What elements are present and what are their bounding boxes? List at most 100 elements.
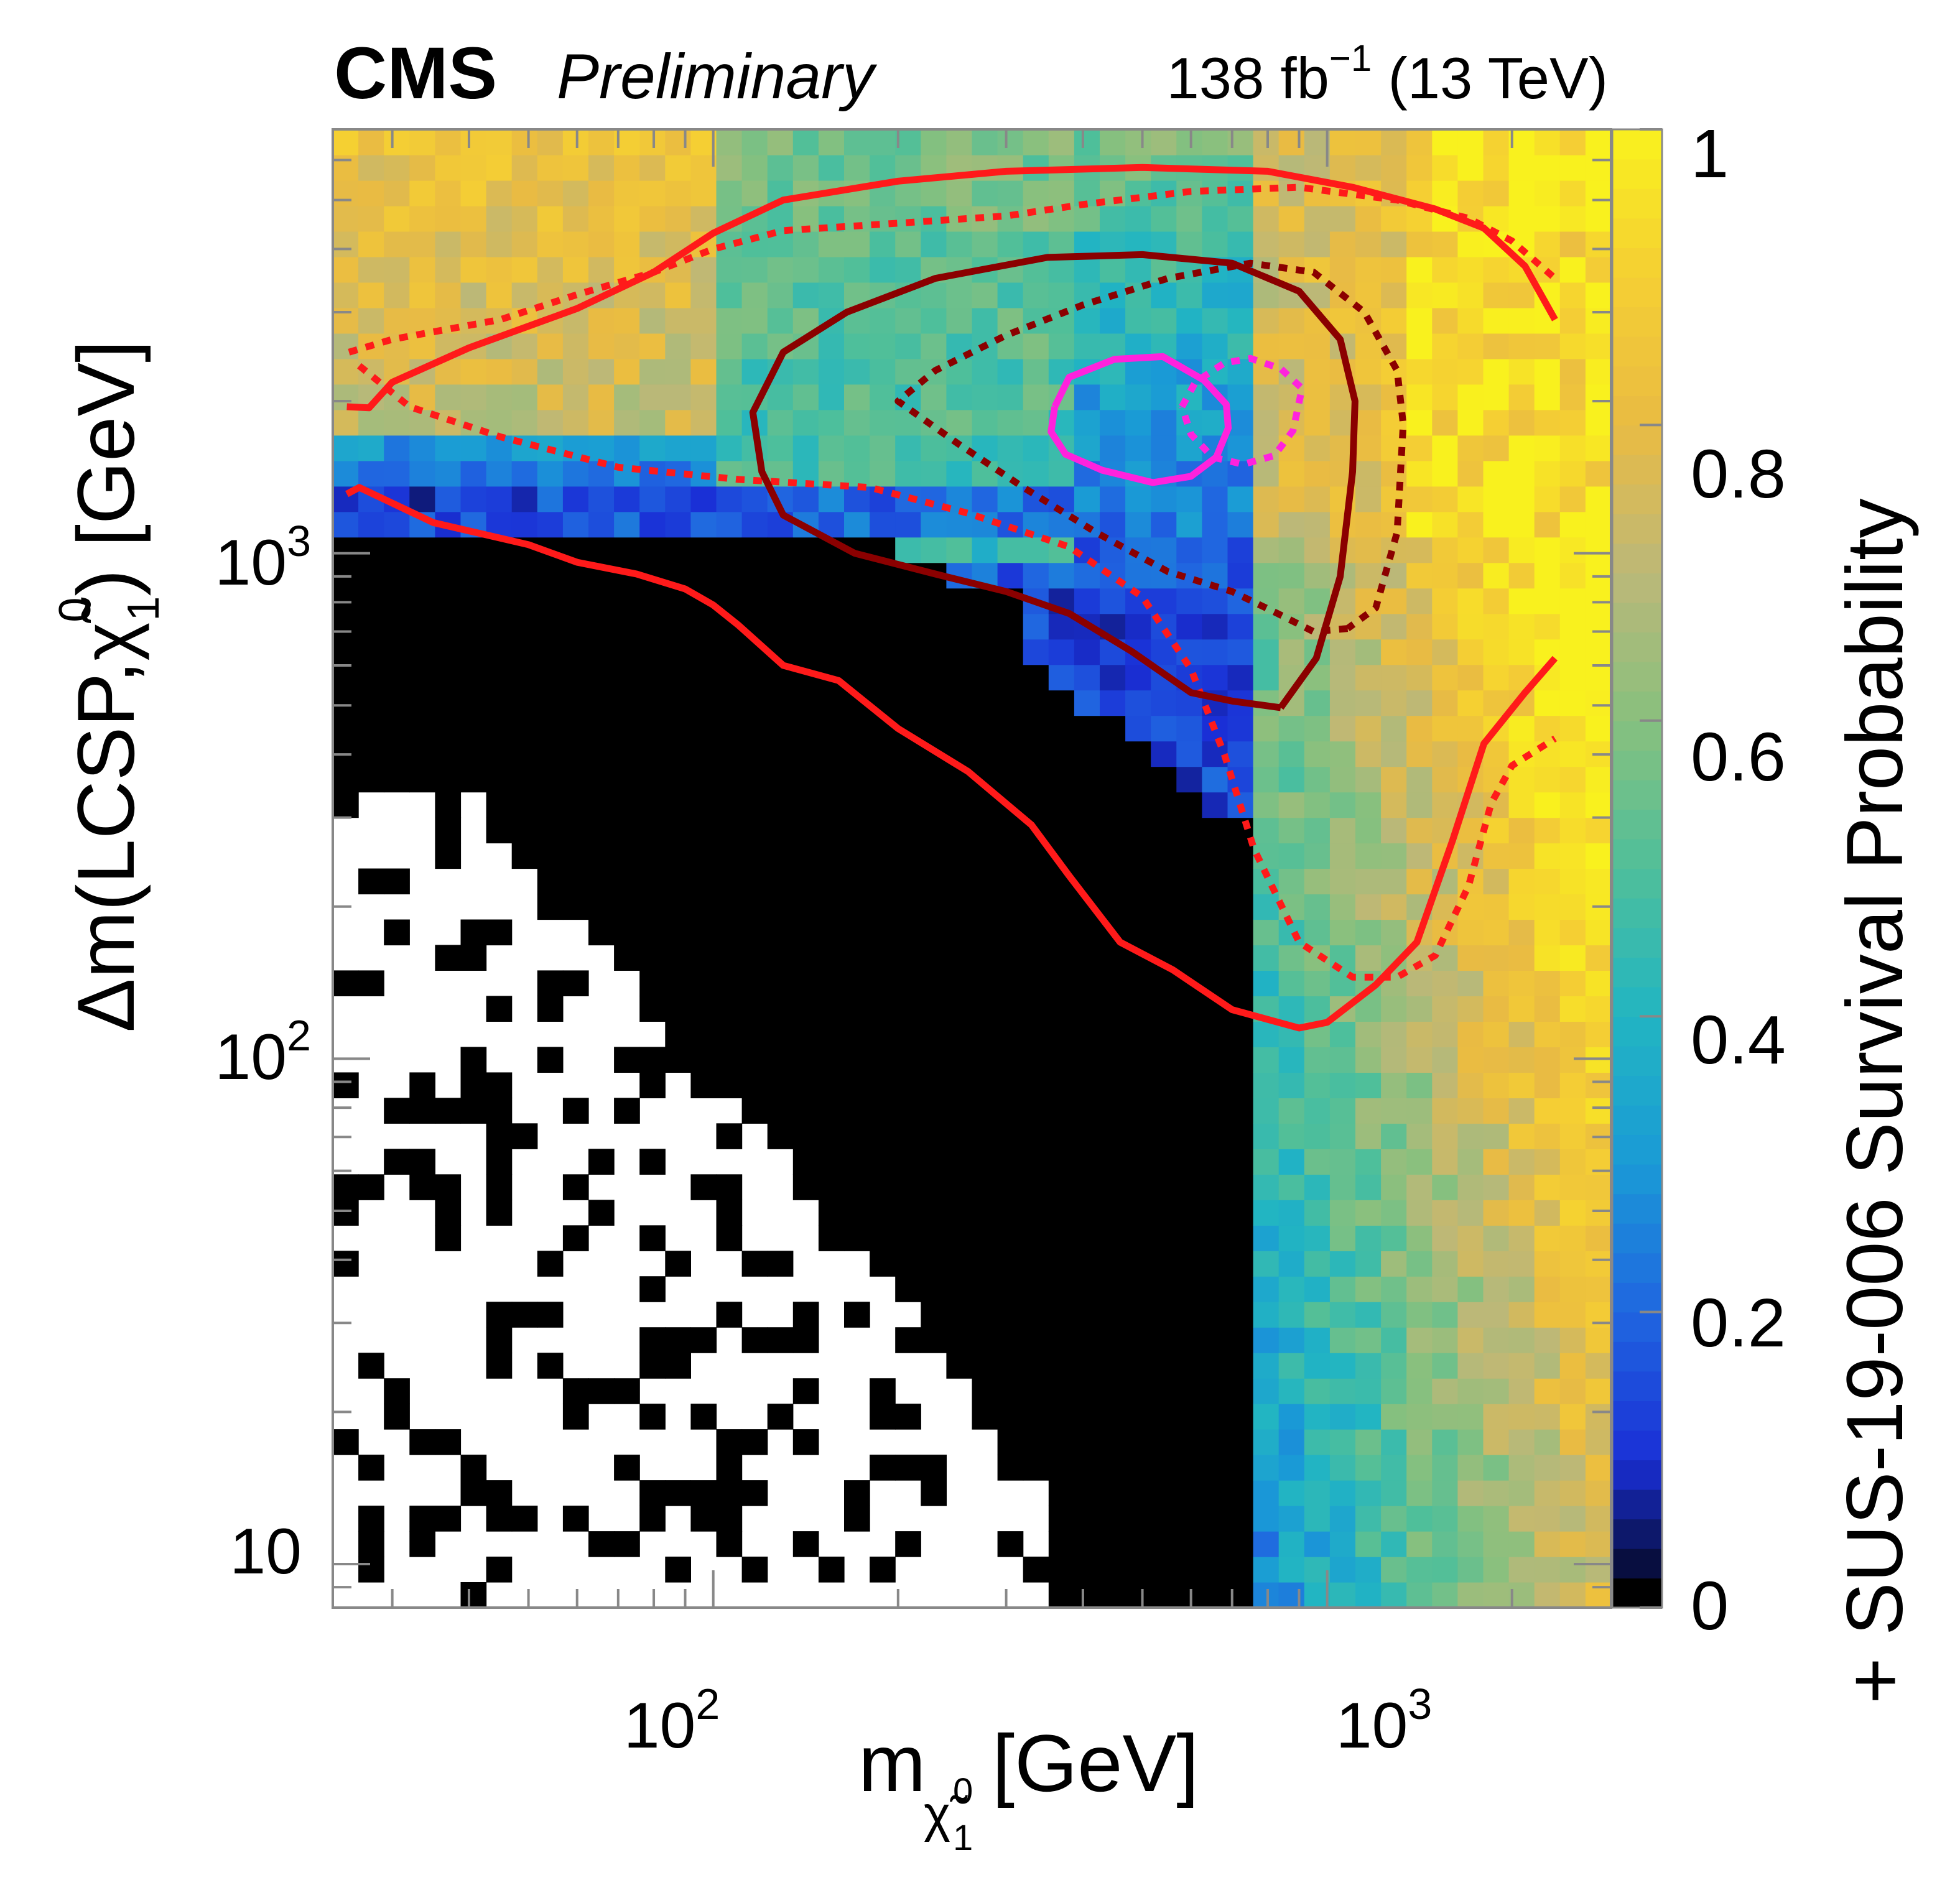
heatmap-cell — [1355, 1123, 1382, 1149]
heatmap-cell — [562, 613, 589, 640]
heatmap-cell — [1100, 537, 1126, 563]
heatmap-cell — [870, 792, 896, 818]
heatmap-cell — [639, 792, 666, 818]
heatmap-cell — [1534, 1072, 1561, 1098]
heatmap-cell — [333, 231, 359, 257]
heatmap-cell — [1534, 1531, 1561, 1557]
heatmap-cell — [946, 1021, 973, 1047]
heatmap-cell — [1457, 1582, 1484, 1608]
heatmap-cell — [333, 460, 359, 487]
heatmap-cell — [921, 1047, 947, 1073]
heatmap-cell — [895, 970, 921, 996]
heatmap-cell — [588, 588, 615, 614]
heatmap-cell — [1202, 868, 1228, 895]
heatmap-cell — [1483, 358, 1510, 385]
heatmap-cell — [460, 741, 487, 767]
heatmap-cell — [1048, 1506, 1075, 1532]
heatmap-cell — [1483, 1021, 1510, 1047]
heatmap-cell — [1304, 766, 1331, 793]
heatmap-cell — [1355, 358, 1382, 385]
heatmap-cell — [1508, 460, 1535, 487]
heatmap-cell — [639, 1047, 666, 1073]
heatmap-cell — [741, 562, 768, 589]
heatmap-cell — [921, 766, 947, 793]
heatmap-cell — [844, 460, 870, 487]
heatmap-cell — [1278, 970, 1305, 996]
heatmap-cell — [921, 664, 947, 691]
heatmap-cell — [1125, 715, 1151, 742]
heatmap-cell — [1508, 384, 1535, 410]
heatmap-cell — [1151, 1123, 1177, 1149]
heatmap-cell — [537, 588, 564, 614]
heatmap-cell — [1023, 1098, 1049, 1124]
heatmap-cell — [690, 766, 717, 793]
heatmap-cell — [1227, 1149, 1254, 1175]
heatmap-cell — [614, 817, 640, 844]
y-tick-labels: 10 102 103 — [215, 517, 311, 1588]
heatmap-cell — [690, 690, 717, 716]
heatmap-cell — [1151, 1276, 1177, 1302]
heatmap-cell — [1253, 945, 1280, 971]
heatmap-cell — [1585, 333, 1611, 359]
heatmap-cell — [1278, 588, 1305, 614]
heatmap-cell — [1253, 562, 1280, 589]
colorbar-swatch — [1612, 1519, 1662, 1549]
heatmap-cell — [1278, 792, 1305, 818]
heatmap-cell — [1202, 1378, 1228, 1404]
heatmap-cell — [333, 1174, 359, 1200]
heatmap-cell — [895, 1327, 921, 1353]
heatmap-cell — [1355, 511, 1382, 538]
heatmap-cell — [1253, 970, 1280, 996]
heatmap-cell — [1100, 690, 1126, 716]
heatmap-cell — [562, 180, 589, 206]
heatmap-cell — [895, 945, 921, 971]
heatmap-cell — [895, 384, 921, 410]
heatmap-cell — [486, 486, 513, 512]
heatmap-cell — [972, 715, 998, 742]
heatmap-cell — [1074, 1251, 1100, 1277]
heatmap-cell — [1559, 970, 1586, 996]
heatmap-cell — [1381, 1072, 1407, 1098]
heatmap-cell — [511, 741, 538, 767]
heatmap-cell — [1585, 1098, 1611, 1124]
energy-label: (13 TeV) — [1388, 45, 1608, 111]
heatmap-cell — [639, 970, 666, 996]
heatmap-cell — [1176, 588, 1202, 614]
colorbar-swatch — [1612, 1312, 1662, 1342]
heatmap-cell — [1381, 868, 1407, 895]
heatmap-cell — [1074, 1098, 1100, 1124]
heatmap-cell — [1125, 1455, 1151, 1481]
heatmap-cell — [1125, 1404, 1151, 1430]
heatmap-cell — [1329, 1098, 1356, 1124]
heatmap-cell — [1176, 1098, 1202, 1124]
heatmap-cell — [639, 868, 666, 895]
heatmap-cell — [1304, 1302, 1331, 1328]
heatmap-cell — [1304, 919, 1331, 946]
heatmap-cell — [409, 486, 435, 512]
heatmap-cell — [1534, 1455, 1561, 1481]
heatmap-cell — [716, 1225, 743, 1251]
heatmap-cell — [1048, 1225, 1075, 1251]
heatmap-cell — [486, 741, 513, 767]
heatmap-cell — [1406, 1582, 1433, 1608]
heatmap-cell — [614, 537, 640, 563]
heatmap-cell — [1329, 868, 1356, 895]
heatmap-cell — [1227, 1404, 1254, 1430]
heatmap-cell — [1483, 613, 1510, 640]
heatmap-cell — [1074, 1557, 1100, 1583]
heatmap-cell — [1508, 1021, 1535, 1047]
heatmap-cell — [844, 256, 870, 283]
heatmap-cell — [818, 843, 845, 869]
heatmap-cell — [997, 741, 1024, 767]
heatmap-cell — [333, 256, 359, 283]
heatmap-cell — [844, 1072, 870, 1098]
heatmap-cell — [1585, 180, 1611, 206]
heatmap-cell — [1483, 664, 1510, 691]
heatmap-cell — [1432, 792, 1458, 818]
heatmap-cell — [435, 766, 462, 793]
heatmap-cell — [1125, 307, 1151, 334]
heatmap-cell — [690, 1480, 717, 1506]
heatmap-cell — [588, 511, 615, 538]
heatmap-cell — [614, 435, 640, 461]
heatmap-cell — [690, 1072, 717, 1098]
